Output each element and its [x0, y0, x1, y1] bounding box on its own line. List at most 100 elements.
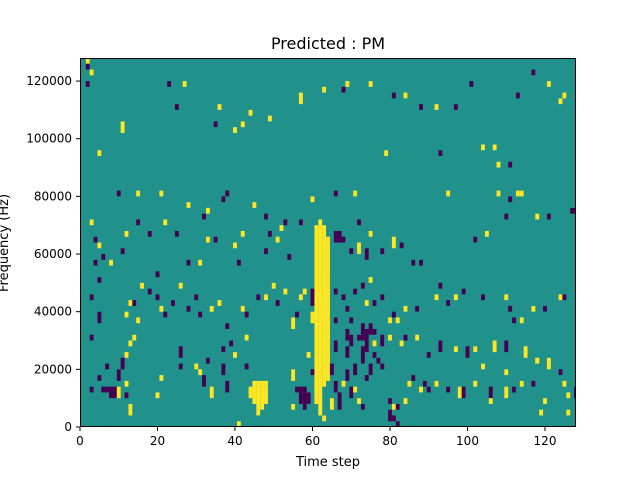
heatmap-cell	[85, 63, 90, 70]
heatmap-cell	[380, 294, 385, 301]
heatmap-cell	[105, 363, 110, 370]
heatmap-cell	[132, 300, 137, 306]
heatmap-cell	[252, 202, 257, 208]
heatmap-cell	[178, 282, 183, 289]
heatmap-cell	[504, 340, 509, 353]
heatmap-cell	[446, 386, 451, 393]
heatmap-cell	[310, 288, 315, 306]
heatmap-cell	[546, 363, 551, 370]
heatmap-cell	[116, 386, 121, 399]
heatmap-cell	[372, 328, 377, 335]
heatmap-cell	[291, 317, 296, 329]
x-tick-label: 60	[305, 434, 320, 448]
heatmap-cell	[318, 219, 323, 226]
heatmap-cell	[101, 386, 106, 393]
heatmap-cell	[314, 225, 319, 353]
heatmap-cell	[310, 196, 315, 203]
heatmap-cell	[353, 288, 358, 295]
plot-frame	[80, 58, 576, 427]
heatmap-cell	[236, 259, 241, 266]
heatmap-cell	[205, 207, 210, 214]
heatmap-cell	[519, 317, 524, 324]
heatmap-cell	[97, 277, 102, 283]
heatmap-cell	[271, 282, 276, 289]
chart-title: Predicted : PM	[271, 34, 385, 53]
heatmap-cell	[240, 230, 245, 237]
heatmap-cell	[97, 375, 102, 381]
heatmap-cell	[128, 300, 133, 306]
heatmap-cell	[391, 403, 396, 410]
heatmap-cell	[481, 363, 485, 370]
heatmap-cell	[298, 219, 303, 226]
heatmap-cell	[155, 294, 160, 301]
heatmap-cell	[112, 386, 117, 399]
heatmap-cell	[384, 150, 389, 157]
heatmap-cell	[205, 236, 210, 243]
heatmap-cell	[353, 190, 358, 197]
heatmap-cell	[287, 254, 292, 260]
heatmap-cell	[198, 259, 203, 266]
heatmap-cell	[186, 305, 191, 312]
heatmap-cell	[318, 225, 323, 416]
heatmap-cell	[446, 190, 451, 197]
heatmap-cell	[504, 213, 509, 220]
heatmap-cell	[380, 363, 385, 370]
heatmap-cell	[167, 81, 172, 87]
heatmap-cell	[341, 86, 346, 93]
heatmap-cell	[256, 294, 261, 301]
heatmap-cell	[322, 86, 327, 93]
heatmap-cell	[202, 213, 206, 220]
heatmap-cell	[368, 277, 373, 283]
heatmap-cell	[155, 392, 160, 399]
heatmap-cell	[198, 311, 203, 318]
heatmap-cell	[415, 305, 420, 312]
heatmap-cell	[233, 127, 237, 133]
heatmap-cell	[326, 236, 330, 381]
heatmap-cell	[291, 369, 296, 381]
heatmap-cell	[213, 121, 218, 128]
heatmap-cell	[221, 363, 226, 376]
heatmap-cell	[349, 386, 354, 399]
heatmap-cell	[368, 81, 373, 87]
heatmap-cell	[337, 398, 342, 410]
heatmap-cell	[504, 294, 509, 301]
heatmap-cell	[213, 236, 218, 243]
y-tick-label: 40000	[34, 305, 72, 319]
heatmap-cell	[244, 334, 249, 341]
heatmap-cell	[147, 230, 152, 237]
heatmap-cell	[539, 409, 544, 416]
heatmap-cell	[341, 380, 346, 387]
heatmap-cell	[543, 305, 547, 312]
heatmap-cell	[337, 392, 342, 399]
heatmap-cell	[345, 81, 350, 87]
heatmap-cell	[546, 357, 551, 364]
heatmap-cell	[492, 144, 497, 151]
heatmap-cell	[124, 311, 129, 318]
heatmap-cell	[264, 248, 268, 255]
heatmap-cell	[434, 294, 439, 301]
heatmap-cell	[120, 248, 125, 255]
heatmap-cell	[434, 104, 439, 110]
heatmap-cell	[264, 380, 268, 387]
y-tick-label: 20000	[34, 362, 72, 376]
y-tick-label: 60000	[34, 247, 72, 261]
heatmap-cell	[295, 386, 299, 393]
heatmap-cell	[570, 207, 575, 214]
heatmap-cell	[89, 69, 94, 76]
heatmap-cell	[256, 386, 261, 404]
heatmap-cell	[209, 305, 214, 312]
x-tick-label: 40	[227, 434, 242, 448]
heatmap-cell	[337, 230, 342, 243]
heatmap-cell	[415, 334, 420, 341]
heatmap-cell	[345, 369, 350, 381]
heatmap-cell	[543, 398, 547, 404]
heatmap-cell	[221, 346, 226, 353]
heatmap-cell	[116, 190, 121, 197]
heatmap-cell	[240, 305, 245, 312]
heatmap-cell	[535, 357, 540, 364]
heatmap-cell	[349, 248, 354, 255]
heatmap-cell	[136, 190, 141, 197]
heatmap-cell	[329, 398, 334, 410]
heatmap-cell	[225, 190, 230, 197]
